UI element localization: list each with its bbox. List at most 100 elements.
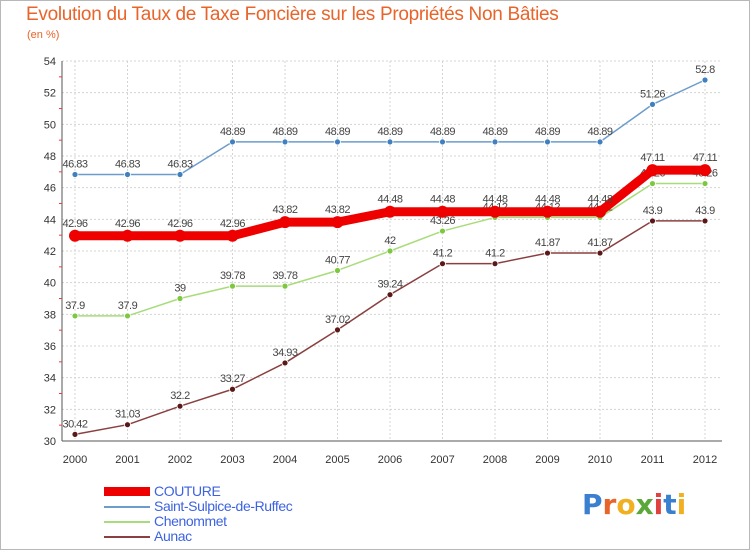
data-label: 43.82 bbox=[325, 204, 350, 216]
series-point bbox=[384, 205, 396, 218]
data-label: 42.96 bbox=[167, 218, 192, 230]
series-point bbox=[71, 430, 79, 438]
data-label: 48.89 bbox=[430, 126, 455, 138]
data-label: 44.48 bbox=[482, 194, 507, 206]
series-point bbox=[386, 291, 394, 299]
series-point bbox=[124, 421, 131, 429]
data-label: 44.48 bbox=[430, 194, 455, 206]
x-tick-label: 2005 bbox=[325, 454, 349, 466]
data-label: 30.42 bbox=[62, 418, 87, 430]
series-point bbox=[279, 216, 291, 229]
series-point bbox=[124, 312, 131, 320]
data-label: 46.83 bbox=[62, 159, 87, 171]
series-point bbox=[176, 171, 184, 178]
x-tick-label: 2007 bbox=[430, 454, 454, 466]
data-label: 33.27 bbox=[220, 373, 245, 385]
x-tick-label: 2008 bbox=[483, 454, 507, 466]
data-label: 43.26 bbox=[430, 215, 455, 227]
data-label: 47.11 bbox=[693, 152, 718, 164]
data-label: 46.83 bbox=[167, 159, 192, 171]
data-label: 43.9 bbox=[643, 205, 663, 217]
y-tick-label: 54 bbox=[44, 56, 56, 68]
data-label: 46.83 bbox=[115, 159, 140, 171]
series-point bbox=[596, 249, 604, 257]
data-label: 37.02 bbox=[325, 314, 350, 326]
data-label: 43.82 bbox=[272, 204, 297, 216]
data-label: 41.87 bbox=[587, 237, 612, 249]
series-point bbox=[701, 76, 709, 84]
series-point bbox=[436, 205, 449, 218]
logo-letter: r bbox=[602, 488, 617, 521]
series-point bbox=[334, 326, 341, 334]
y-tick-label: 32 bbox=[44, 404, 56, 416]
series-point bbox=[281, 138, 289, 146]
x-tick-label: 2001 bbox=[115, 454, 139, 466]
y-tick-label: 40 bbox=[44, 278, 56, 290]
series-point bbox=[334, 138, 341, 146]
series-point bbox=[594, 205, 606, 218]
series-point bbox=[71, 171, 79, 178]
proxiti-logo: Proxiti bbox=[582, 488, 686, 521]
data-label: 42.96 bbox=[115, 218, 140, 230]
x-tick-label: 2004 bbox=[273, 454, 297, 466]
data-label: 44.48 bbox=[535, 194, 560, 206]
x-tick-label: 2003 bbox=[220, 454, 244, 466]
series-point bbox=[541, 205, 554, 218]
logo-letter: P bbox=[582, 488, 603, 521]
series-point bbox=[334, 267, 341, 274]
series-point bbox=[544, 249, 551, 257]
data-label: 52.8 bbox=[695, 64, 715, 76]
logo-letter: i bbox=[676, 488, 687, 521]
series-point bbox=[281, 282, 289, 290]
series-point bbox=[701, 180, 709, 187]
y-tick-label: 48 bbox=[44, 151, 56, 163]
legend-label: Aunac bbox=[154, 528, 192, 544]
legend-swatch bbox=[104, 506, 150, 508]
series-point bbox=[69, 229, 81, 242]
data-label: 42 bbox=[384, 235, 396, 247]
series-point bbox=[646, 164, 659, 177]
series-point bbox=[596, 138, 604, 146]
y-tick-label: 52 bbox=[44, 88, 56, 100]
data-label: 51.26 bbox=[640, 88, 665, 100]
series-point bbox=[174, 229, 186, 242]
series-point bbox=[701, 217, 709, 225]
legend-label: Chenommet bbox=[154, 513, 227, 529]
logo-letter: x bbox=[635, 488, 654, 521]
series-point bbox=[649, 100, 656, 108]
series-point bbox=[439, 260, 446, 268]
series-point bbox=[331, 216, 344, 229]
legend-swatch bbox=[104, 521, 150, 523]
series-point bbox=[176, 295, 184, 302]
logo-letter: o bbox=[616, 488, 636, 521]
data-label: 39.24 bbox=[377, 279, 402, 291]
y-tick-label: 34 bbox=[44, 373, 56, 385]
data-label: 41.2 bbox=[433, 248, 453, 260]
x-tick-label: 2012 bbox=[693, 454, 717, 466]
data-label: 48.89 bbox=[377, 126, 402, 138]
series-point bbox=[491, 138, 499, 146]
data-label: 42.96 bbox=[220, 218, 245, 230]
chart-title: Evolution du Taux de Taxe Foncière sur l… bbox=[26, 4, 559, 25]
x-tick-label: 2000 bbox=[63, 454, 87, 466]
data-label: 48.89 bbox=[535, 126, 560, 138]
x-tick-label: 2011 bbox=[641, 454, 665, 466]
series-point bbox=[491, 260, 499, 268]
data-label: 47.11 bbox=[640, 152, 665, 164]
data-label: 48.89 bbox=[587, 126, 612, 138]
data-label: 34.93 bbox=[272, 347, 297, 359]
data-label: 39.78 bbox=[220, 270, 245, 282]
legend-swatch bbox=[104, 487, 150, 496]
y-tick-label: 30 bbox=[44, 436, 56, 448]
series-point bbox=[226, 229, 239, 242]
data-label: 37.9 bbox=[65, 300, 85, 312]
series-point bbox=[386, 247, 394, 255]
series-point bbox=[489, 205, 501, 218]
data-label: 31.03 bbox=[115, 409, 140, 421]
series-point bbox=[439, 227, 446, 235]
series-point bbox=[544, 138, 551, 146]
series-point bbox=[649, 180, 656, 187]
x-tick-label: 2006 bbox=[378, 454, 402, 466]
